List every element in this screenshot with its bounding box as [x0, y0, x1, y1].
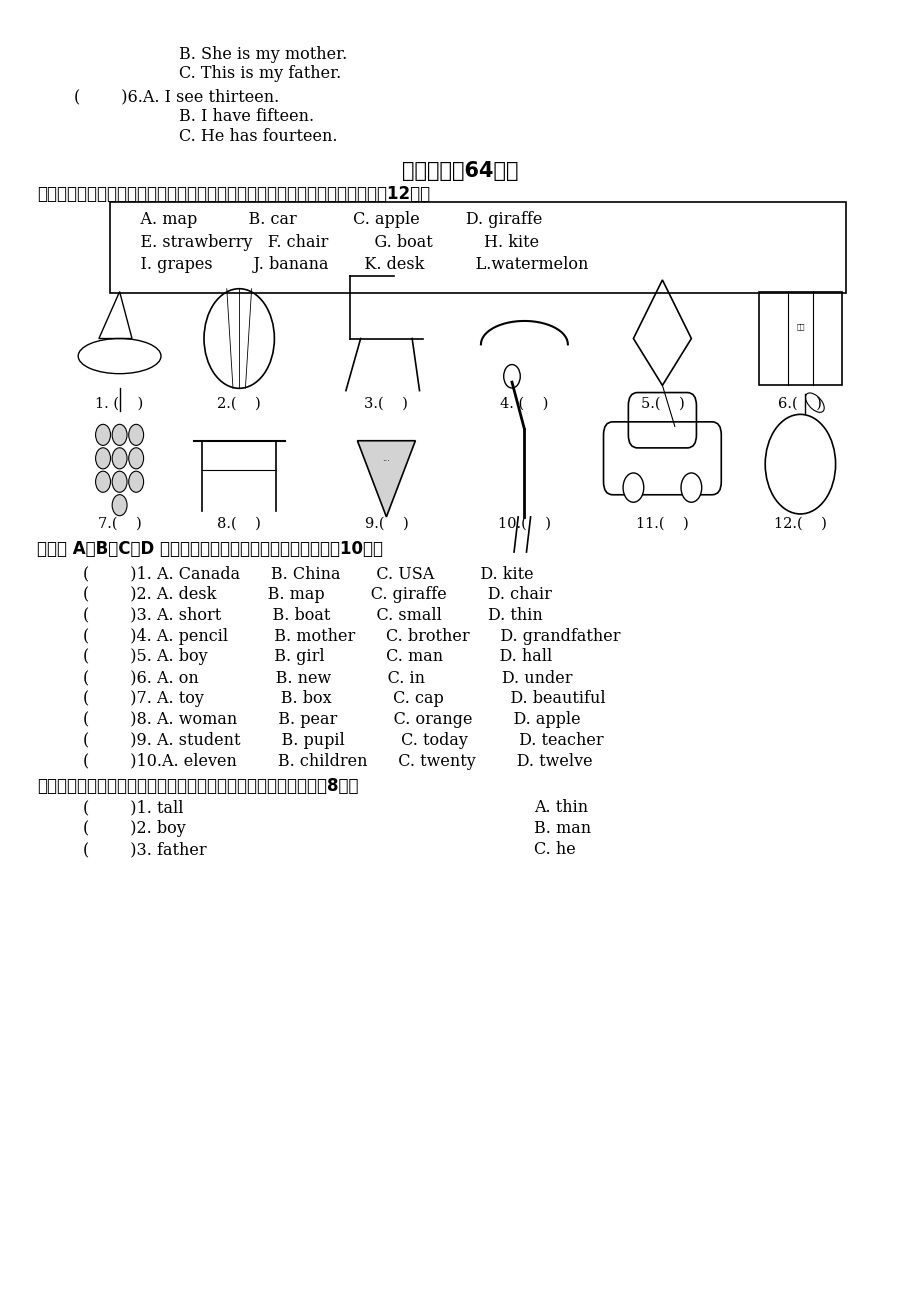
Text: (        )1. tall: ( )1. tall: [83, 799, 183, 816]
Text: (        )3. A. short          B. boat         C. small         D. thin: ( )3. A. short B. boat C. small D. thin: [83, 607, 542, 624]
Text: 8.(    ): 8.( ): [217, 517, 261, 531]
Text: (        )3. father: ( )3. father: [83, 841, 206, 858]
Text: A. thin: A. thin: [533, 799, 587, 816]
Text: 四、从下面方框中找出与图片相对应的单词，并将其选项填入图下的括号里。（12分）: 四、从下面方框中找出与图片相对应的单词，并将其选项填入图下的括号里。（12分）: [37, 185, 429, 203]
Text: E. strawberry   F. chair         G. boat          H. kite: E. strawberry F. chair G. boat H. kite: [119, 234, 539, 251]
Text: C. he: C. he: [533, 841, 574, 858]
Text: 2.(    ): 2.( ): [217, 397, 261, 411]
Text: B. She is my mother.: B. She is my mother.: [179, 46, 347, 62]
Text: 5.(    ): 5.( ): [640, 397, 684, 411]
Circle shape: [129, 471, 143, 492]
Text: B. I have fifteen.: B. I have fifteen.: [179, 108, 314, 125]
Text: 六、找出反义词或对应词，并将右栏的选项填入题前的括号内。（8分）: 六、找出反义词或对应词，并将右栏的选项填入题前的括号内。（8分）: [37, 777, 357, 796]
Circle shape: [112, 424, 127, 445]
Polygon shape: [357, 440, 415, 517]
Text: 12.(    ): 12.( ): [773, 517, 826, 531]
Text: (        )6. A. on               B. new           C. in               D. under: ( )6. A. on B. new C. in D. under: [83, 669, 572, 686]
Text: (        )2. boy: ( )2. boy: [83, 820, 186, 837]
Text: I. grapes        J. banana       K. desk          L.watermelon: I. grapes J. banana K. desk L.watermelon: [119, 256, 587, 273]
Text: C. This is my father.: C. This is my father.: [179, 65, 341, 82]
Text: (        )2. A. desk          B. map         C. giraffe        D. chair: ( )2. A. desk B. map C. giraffe D. chair: [83, 586, 551, 603]
Circle shape: [112, 471, 127, 492]
Text: 9.(    ): 9.( ): [364, 517, 408, 531]
Text: (        )7. A. toy               B. box            C. cap             D. beauti: ( )7. A. toy B. box C. cap D. beauti: [83, 690, 605, 707]
Circle shape: [96, 448, 110, 469]
Text: (        )6.A. I see thirteen.: ( )6.A. I see thirteen.: [74, 89, 278, 105]
Text: 1. (    ): 1. ( ): [96, 397, 143, 411]
Text: 4. (    ): 4. ( ): [500, 397, 548, 411]
Text: 笔试部分（64分）: 笔试部分（64分）: [402, 161, 517, 181]
Circle shape: [680, 473, 701, 503]
Circle shape: [96, 471, 110, 492]
Bar: [110, 202, 845, 293]
Text: 7.(    ): 7.( ): [97, 517, 142, 531]
Text: (        )8. A. woman        B. pear           C. orange        D. apple: ( )8. A. woman B. pear C. orange D. appl…: [83, 711, 580, 728]
Circle shape: [129, 448, 143, 469]
Text: 6.(    ): 6.( ): [777, 397, 822, 411]
Text: 五、从 A，B，C，D 中找出一个不同于其他三个词的一项。（10分）: 五、从 A，B，C，D 中找出一个不同于其他三个词的一项。（10分）: [37, 540, 382, 559]
Circle shape: [622, 473, 643, 503]
Circle shape: [112, 448, 127, 469]
Text: 3.(    ): 3.( ): [364, 397, 408, 411]
Text: (        )5. A. boy             B. girl            C. man           D. hall: ( )5. A. boy B. girl C. man D. hall: [83, 648, 551, 665]
Text: (        )9. A. student        B. pupil           C. today          D. teacher: ( )9. A. student B. pupil C. today D. te…: [83, 732, 603, 749]
Text: 11.(    ): 11.( ): [635, 517, 688, 531]
Text: (        )10.A. eleven        B. children      C. twenty        D. twelve: ( )10.A. eleven B. children C. twenty D.…: [83, 753, 592, 769]
Circle shape: [112, 495, 127, 516]
Circle shape: [96, 424, 110, 445]
Text: 10.(    ): 10.( ): [497, 517, 550, 531]
Text: C. He has fourteen.: C. He has fourteen.: [179, 128, 337, 145]
Text: (        )1. A. Canada      B. China       C. USA         D. kite: ( )1. A. Canada B. China C. USA D. kite: [83, 565, 533, 582]
Text: A. map          B. car           C. apple         D. giraffe: A. map B. car C. apple D. giraffe: [119, 211, 541, 228]
Circle shape: [129, 424, 143, 445]
Text: 地图: 地图: [795, 323, 804, 331]
Text: B. man: B. man: [533, 820, 590, 837]
Bar: [758, 292, 841, 385]
Text: (        )4. A. pencil         B. mother      C. brother      D. grandfather: ( )4. A. pencil B. mother C. brother D. …: [83, 628, 619, 644]
Text: ...: ...: [382, 454, 390, 462]
